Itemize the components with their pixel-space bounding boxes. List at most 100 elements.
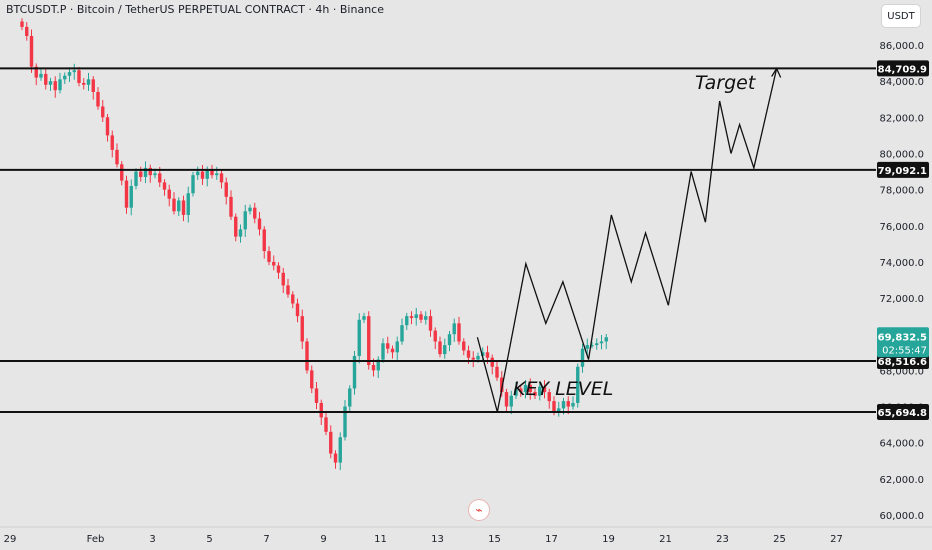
candle-body bbox=[357, 319, 361, 356]
candle-body bbox=[162, 182, 167, 190]
candle-body bbox=[210, 169, 214, 176]
level-price-label: 68,516.6 bbox=[878, 357, 927, 368]
currency-badge[interactable]: USDT bbox=[882, 5, 920, 27]
candle-body bbox=[485, 352, 490, 358]
chart-title: BTCUSDT.P · Bitcoin / TetherUS PERPETUAL… bbox=[6, 3, 384, 16]
candle-body bbox=[276, 265, 281, 273]
candle-body bbox=[205, 169, 209, 179]
candle-body bbox=[191, 175, 195, 194]
current-price-label: 69,832.5 bbox=[878, 332, 927, 343]
candle-body bbox=[58, 79, 62, 91]
time-tick-label: 5 bbox=[206, 534, 212, 545]
candle-body bbox=[115, 149, 119, 165]
candle-body bbox=[390, 348, 395, 353]
price-tick-label: 64,000.0 bbox=[879, 439, 924, 450]
candle-body bbox=[167, 189, 171, 199]
projection-path bbox=[476, 68, 778, 413]
candle-body bbox=[281, 272, 285, 286]
candle-body bbox=[343, 406, 347, 438]
candle-body bbox=[262, 229, 266, 252]
candle-body bbox=[424, 316, 428, 320]
candle-body bbox=[547, 392, 551, 402]
candle-body bbox=[386, 343, 390, 349]
level-price-label: 84,709.9 bbox=[878, 64, 927, 75]
candle-body bbox=[48, 81, 53, 85]
candle-body bbox=[248, 207, 252, 212]
candle-body bbox=[139, 171, 143, 177]
candle-body bbox=[143, 167, 148, 177]
level-price-label-bg bbox=[877, 60, 929, 77]
candle-body bbox=[466, 350, 471, 358]
candle-body bbox=[272, 261, 276, 266]
candle-body bbox=[419, 314, 423, 320]
candle-body bbox=[514, 388, 518, 396]
candle-body bbox=[186, 193, 190, 215]
candle-body bbox=[234, 216, 238, 237]
candle-body bbox=[576, 366, 580, 403]
candle-body bbox=[457, 323, 461, 342]
candle-body bbox=[172, 198, 176, 212]
candle-body bbox=[476, 355, 480, 360]
candle-body bbox=[101, 106, 105, 118]
candle-body bbox=[29, 35, 34, 67]
candle-body bbox=[504, 392, 509, 407]
candle-body bbox=[395, 341, 399, 353]
candle-body bbox=[599, 341, 604, 344]
candle-body bbox=[447, 334, 452, 346]
candle-body bbox=[67, 72, 72, 76]
candle-body bbox=[120, 164, 124, 181]
candle-body bbox=[96, 92, 100, 107]
candle-body bbox=[314, 388, 319, 403]
candle-body bbox=[300, 316, 304, 342]
price-tick-label: 68,000.0 bbox=[879, 366, 924, 377]
candle-body bbox=[82, 82, 86, 85]
candle-body bbox=[452, 323, 456, 335]
candle-body bbox=[566, 401, 570, 407]
candle-body bbox=[367, 316, 371, 365]
level-price-label: 79,092.1 bbox=[878, 166, 927, 177]
time-tick-label: 17 bbox=[545, 534, 558, 545]
candle-body bbox=[443, 345, 447, 355]
countdown-label: 02:55:47 bbox=[882, 345, 927, 356]
time-tick-label: 25 bbox=[773, 534, 786, 545]
price-tick-label: 80,000.0 bbox=[879, 149, 924, 160]
candle-body bbox=[604, 337, 608, 342]
time-tick-label: 15 bbox=[488, 534, 501, 545]
candle-body bbox=[495, 366, 499, 378]
time-tick-label: 7 bbox=[263, 534, 269, 545]
lightning-icon[interactable]: ⌁ bbox=[469, 500, 489, 520]
candle-body bbox=[319, 402, 323, 418]
candle-body bbox=[129, 186, 133, 208]
candle-body bbox=[44, 73, 48, 85]
time-tick-label: 9 bbox=[320, 534, 326, 545]
time-tick-label: 11 bbox=[374, 534, 387, 545]
candle-body bbox=[528, 384, 532, 393]
candle-body bbox=[519, 388, 523, 393]
candle-body bbox=[305, 341, 309, 371]
candle-body bbox=[561, 401, 566, 409]
time-tick-label: 23 bbox=[716, 534, 729, 545]
projection-arrow-head bbox=[771, 67, 782, 78]
price-tick-label: 84,000.0 bbox=[879, 77, 924, 88]
candle-body bbox=[538, 386, 542, 396]
candle-body bbox=[371, 364, 376, 371]
candle-body bbox=[428, 316, 433, 331]
candle-body bbox=[134, 171, 138, 186]
candle-body bbox=[72, 70, 76, 73]
time-tick-label: 29 bbox=[4, 534, 17, 545]
price-tick-label: 86,000.0 bbox=[879, 41, 924, 52]
time-tick-label: 21 bbox=[659, 534, 672, 545]
key-level-annotation: KEY LEVEL bbox=[513, 378, 614, 400]
candle-body bbox=[490, 357, 494, 367]
time-tick-label: Feb bbox=[87, 534, 105, 545]
candle-body bbox=[433, 330, 437, 342]
candle-body bbox=[34, 66, 38, 78]
candle-body bbox=[148, 167, 152, 176]
candle-body bbox=[238, 229, 243, 237]
candle-body bbox=[580, 348, 585, 367]
candle-body bbox=[224, 182, 228, 197]
price-tick-label: 82,000.0 bbox=[879, 113, 924, 124]
candle-body bbox=[595, 343, 599, 346]
candle-body bbox=[86, 79, 91, 85]
